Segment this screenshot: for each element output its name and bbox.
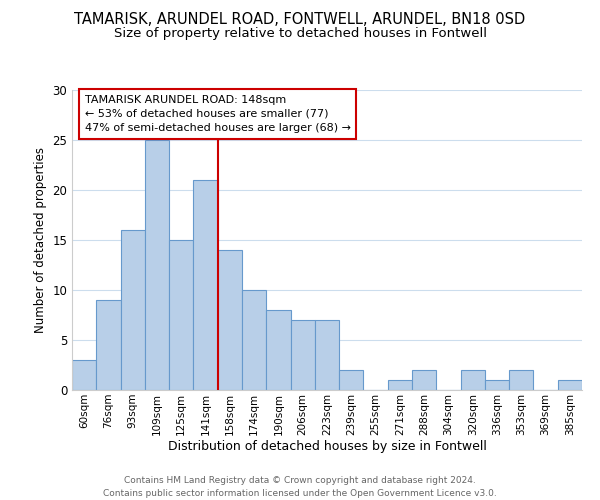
Bar [218, 250, 242, 390]
Bar [193, 180, 218, 390]
X-axis label: Distribution of detached houses by size in Fontwell: Distribution of detached houses by size … [167, 440, 487, 454]
Bar [121, 230, 145, 390]
Bar [145, 140, 169, 390]
Text: TAMARISK, ARUNDEL ROAD, FONTWELL, ARUNDEL, BN18 0SD: TAMARISK, ARUNDEL ROAD, FONTWELL, ARUNDE… [74, 12, 526, 28]
Y-axis label: Number of detached properties: Number of detached properties [34, 147, 47, 333]
Bar [461, 370, 485, 390]
Text: Contains HM Land Registry data © Crown copyright and database right 2024.
Contai: Contains HM Land Registry data © Crown c… [103, 476, 497, 498]
Bar [509, 370, 533, 390]
Bar [388, 380, 412, 390]
Bar [315, 320, 339, 390]
Bar [169, 240, 193, 390]
Bar [485, 380, 509, 390]
Bar [558, 380, 582, 390]
Bar [339, 370, 364, 390]
Bar [96, 300, 121, 390]
Bar [290, 320, 315, 390]
Text: Size of property relative to detached houses in Fontwell: Size of property relative to detached ho… [113, 28, 487, 40]
Bar [266, 310, 290, 390]
Bar [412, 370, 436, 390]
Bar [72, 360, 96, 390]
Bar [242, 290, 266, 390]
Text: TAMARISK ARUNDEL ROAD: 148sqm
← 53% of detached houses are smaller (77)
47% of s: TAMARISK ARUNDEL ROAD: 148sqm ← 53% of d… [85, 95, 351, 133]
